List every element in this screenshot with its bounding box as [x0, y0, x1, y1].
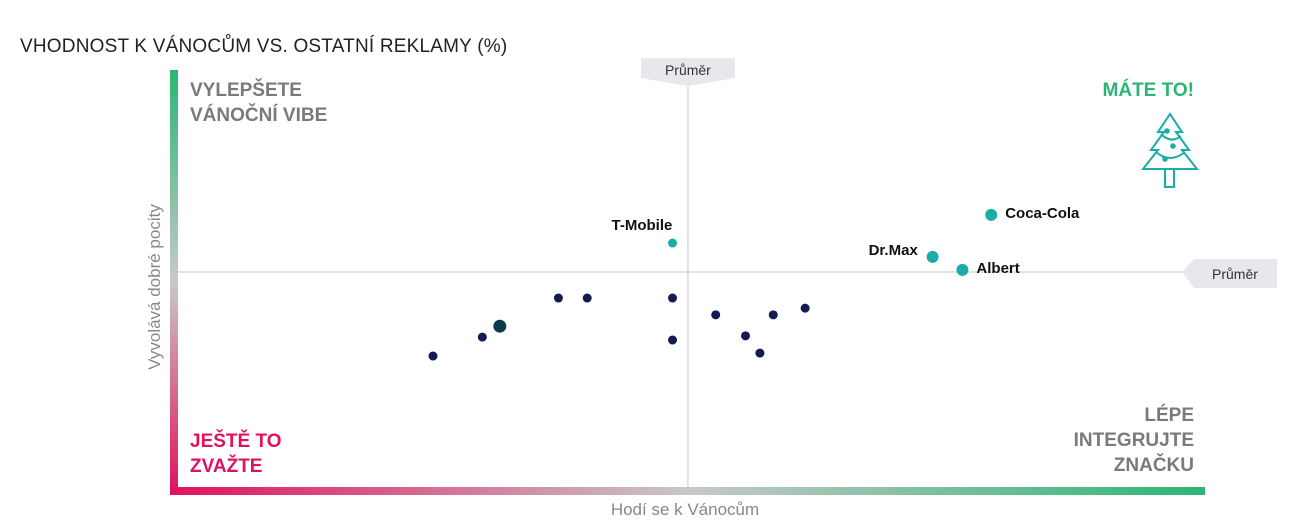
data-label: Albert — [976, 259, 1020, 277]
data-point — [768, 310, 778, 320]
data-point — [477, 332, 487, 342]
data-point-cocacola — [985, 208, 998, 221]
y-axis-label: Vyvolává dobré pocity — [145, 204, 164, 370]
data-point — [800, 303, 810, 313]
data-point — [711, 310, 721, 320]
average-y-label: Průměr — [1212, 266, 1258, 283]
data-point-drmax — [926, 250, 939, 263]
data-point — [755, 348, 765, 358]
x-axis-bar — [170, 487, 1205, 495]
data-point — [668, 293, 678, 303]
quadrant-top-right-label: MÁTE TO! — [1102, 80, 1194, 101]
data-point — [668, 335, 678, 345]
data-point — [553, 293, 563, 303]
data-point-tmobile — [668, 238, 678, 248]
chart-title: VHODNOST K VÁNOCŮM VS. OSTATNÍ REKLAMY (… — [20, 36, 508, 57]
y-axis-bar — [170, 70, 178, 494]
quadrant-top-left-label: VYLEPŠETE VÁNOČNÍ VIBE — [190, 80, 328, 126]
data-point — [493, 319, 507, 333]
average-y-marker — [1182, 259, 1277, 289]
average-x-label: Průměr — [664, 62, 711, 78]
quadrant-bottom-left-label: JEŠTĚ TO ZVAŽTE — [190, 431, 282, 477]
christmas-tree-icon — [1140, 112, 1200, 188]
data-point-albert — [956, 263, 969, 276]
data-point — [741, 331, 751, 341]
average-x-marker — [640, 58, 735, 86]
data-label: Dr.Max — [868, 241, 918, 259]
data-point — [428, 351, 438, 361]
data-label: Coca-Cola — [1005, 204, 1080, 222]
data-label: T-Mobile — [611, 217, 673, 235]
data-point — [582, 293, 592, 303]
x-axis-label: Hodí se k Vánocům — [610, 500, 760, 519]
quadrant-bottom-right-label: LÉPE INTEGRUJTE ZNAČKU — [1073, 405, 1194, 476]
